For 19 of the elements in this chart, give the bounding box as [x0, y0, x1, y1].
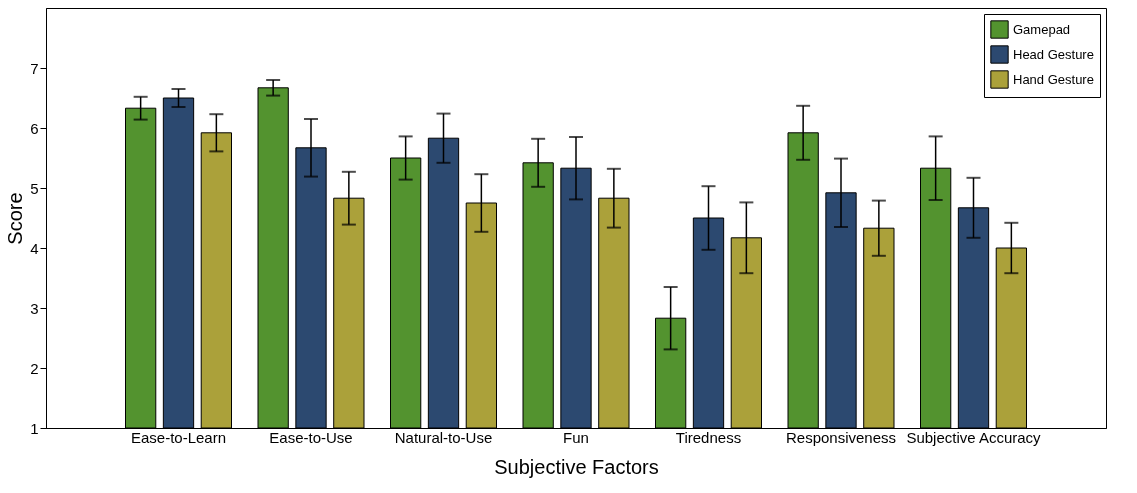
x-tick-label: Subjective Accuracy: [906, 428, 1042, 446]
x-tick-label: Fun: [563, 428, 589, 446]
x-tick-label: Tiredness: [675, 428, 742, 446]
y-axis-title: Score: [4, 192, 27, 245]
y-tick-label: 7: [30, 59, 39, 77]
x-tick-label: Responsiveness: [785, 428, 897, 446]
x-tick-label: Ease-to-Use: [269, 428, 353, 446]
legend-label: Head Gesture: [1013, 46, 1094, 62]
x-axis-title: Subjective Factors: [494, 455, 659, 478]
legend-label: Hand Gesture: [1013, 71, 1094, 87]
y-tick-label: 4: [30, 239, 39, 257]
y-tick-label: 6: [30, 119, 39, 137]
x-tick-label: Natural-to-Use: [394, 428, 493, 446]
legend-label: Gamepad: [1013, 21, 1071, 37]
y-tick-label: 1: [30, 419, 39, 437]
x-tick-label: Ease-to-Learn: [130, 428, 227, 446]
y-tick-label: 5: [30, 179, 39, 197]
y-tick-label: 2: [30, 359, 39, 377]
y-tick-label: 3: [30, 299, 39, 317]
